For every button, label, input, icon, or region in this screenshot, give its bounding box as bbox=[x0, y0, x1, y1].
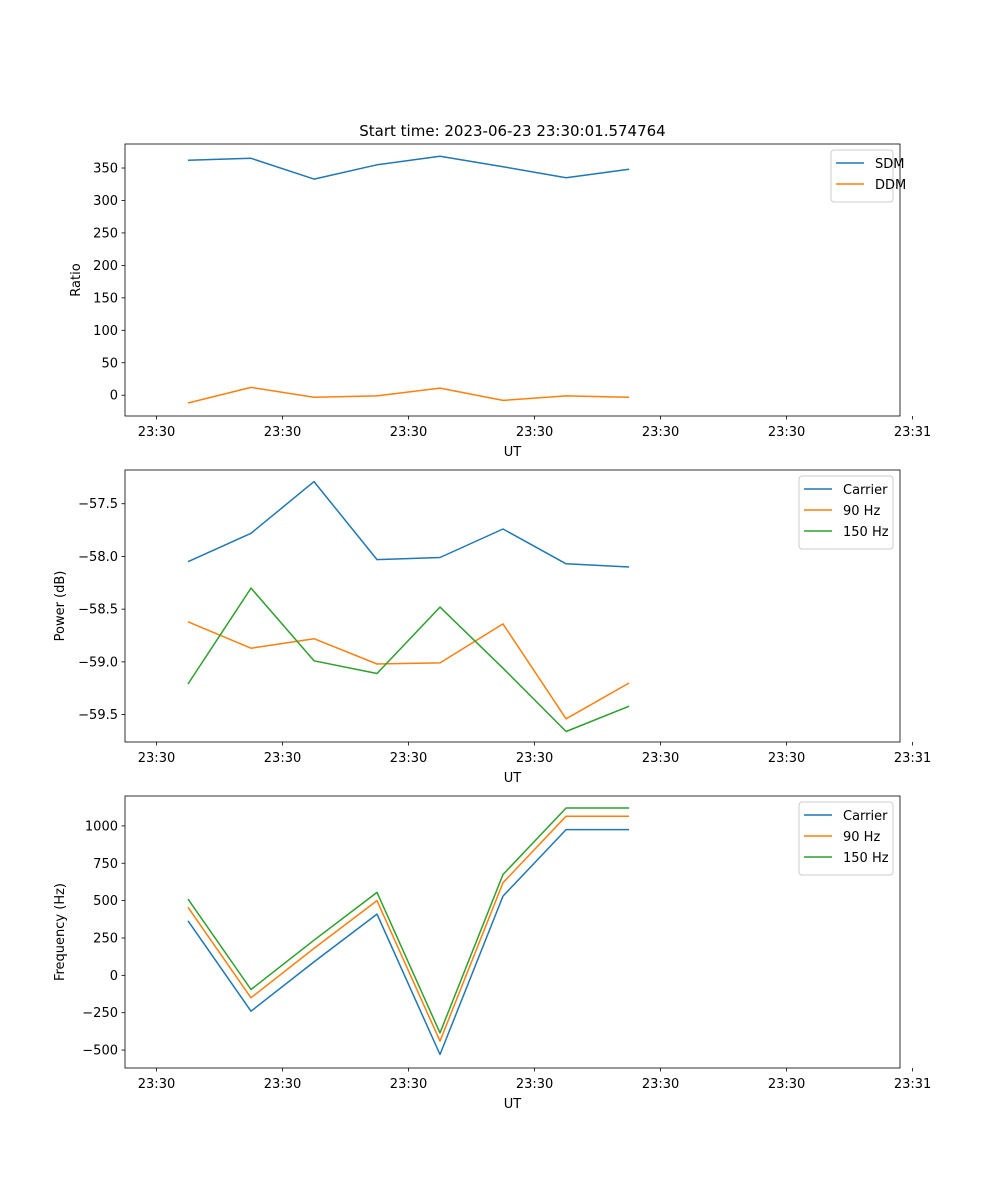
x-tick-label: 23:30 bbox=[264, 1077, 301, 1092]
axes-frame bbox=[124, 469, 901, 743]
chart-panel-3: 23:30 23:30 23:30 23:30 23:30 23:30 23:31 −500 −… bbox=[53, 795, 931, 1112]
y-axis-label: Frequency (Hz) bbox=[53, 883, 68, 981]
series-line-90-hz bbox=[187, 621, 630, 720]
y-tick-label: −500 bbox=[82, 1044, 118, 1059]
x-tick-label: 23:31 bbox=[894, 1077, 931, 1092]
legend-label: Carrier bbox=[843, 809, 888, 824]
y-tick-label: 150 bbox=[93, 291, 118, 306]
x-axis-label: UT bbox=[504, 1097, 522, 1112]
x-tick-label: 23:30 bbox=[768, 425, 805, 440]
axes-frame bbox=[124, 795, 901, 1069]
y-tick-label: 250 bbox=[93, 226, 118, 241]
x-axis-label: UT bbox=[504, 771, 522, 786]
x-tick-label: 23:30 bbox=[264, 751, 301, 766]
y-tick-label: 300 bbox=[93, 194, 118, 209]
x-tick-label: 23:30 bbox=[768, 1077, 805, 1092]
x-tick-label: 23:30 bbox=[138, 1077, 175, 1092]
y-tick-label: 1000 bbox=[85, 819, 118, 834]
y-tick-label: −250 bbox=[82, 1006, 118, 1021]
y-tick-label: −59.0 bbox=[78, 655, 118, 670]
x-axis-label: UT bbox=[504, 445, 522, 460]
chart-panel-1: 23:30 23:30 23:30 23:30 23:30 23:30 23:31 0 50 10… bbox=[69, 143, 931, 460]
series-line-ddm bbox=[187, 386, 630, 404]
x-tick-label: 23:30 bbox=[390, 1077, 427, 1092]
x-tick-label: 23:30 bbox=[516, 751, 553, 766]
y-tick-label: −58.5 bbox=[78, 603, 118, 618]
y-axis-label: Ratio bbox=[69, 263, 84, 296]
legend: Carrier 90 Hz 150 Hz bbox=[798, 475, 894, 550]
x-tick-label: 23:30 bbox=[264, 425, 301, 440]
legend-label: 150 Hz bbox=[843, 851, 889, 866]
x-tick-label: 23:30 bbox=[642, 425, 679, 440]
x-tick-label: 23:30 bbox=[642, 751, 679, 766]
y-axis-label: Power (dB) bbox=[53, 571, 68, 642]
x-tick-label: 23:30 bbox=[768, 751, 805, 766]
y-tick-label: −58.0 bbox=[78, 550, 118, 565]
x-tick-label: 23:30 bbox=[138, 425, 175, 440]
y-tick-label: 750 bbox=[93, 857, 118, 872]
series-line-90-hz bbox=[187, 815, 630, 1042]
legend: SDM DDM bbox=[830, 149, 906, 203]
x-tick-label: 23:30 bbox=[390, 425, 427, 440]
y-tick-label: 50 bbox=[101, 356, 118, 371]
series-line-carrier bbox=[187, 480, 630, 568]
legend-label: SDM bbox=[875, 157, 904, 172]
legend-label: 90 Hz bbox=[843, 830, 880, 845]
x-tick-label: 23:30 bbox=[642, 1077, 679, 1092]
series-line-150-hz bbox=[187, 807, 630, 1034]
x-tick-label: 23:30 bbox=[516, 1077, 553, 1092]
legend-label: 90 Hz bbox=[843, 504, 880, 519]
axes-layer: 23:30 23:30 23:30 23:30 23:30 23:30 23:31 0 50 10… bbox=[53, 143, 931, 1112]
y-tick-label: 100 bbox=[93, 324, 118, 339]
x-tick-label: 23:31 bbox=[894, 751, 931, 766]
legend-label: DDM bbox=[875, 178, 906, 193]
y-tick-label: −59.5 bbox=[78, 708, 118, 723]
x-tick-label: 23:30 bbox=[516, 425, 553, 440]
x-tick-label: 23:30 bbox=[138, 751, 175, 766]
legend-label: 150 Hz bbox=[843, 525, 889, 540]
y-tick-label: 0 bbox=[110, 389, 118, 404]
x-tick-label: 23:31 bbox=[894, 425, 931, 440]
y-tick-label: −57.5 bbox=[78, 497, 118, 512]
y-tick-label: 250 bbox=[93, 931, 118, 946]
series-line-carrier bbox=[187, 828, 630, 1056]
y-tick-label: 0 bbox=[110, 969, 118, 984]
legend: Carrier 90 Hz 150 Hz bbox=[798, 801, 894, 876]
y-tick-label: 200 bbox=[93, 259, 118, 274]
axes-frame bbox=[124, 143, 901, 417]
y-tick-label: 350 bbox=[93, 162, 118, 177]
x-tick-label: 23:30 bbox=[390, 751, 427, 766]
y-tick-label: 500 bbox=[93, 894, 118, 909]
series-line-150-hz bbox=[187, 587, 630, 733]
figure-title: Start time: 2023-06-23 23:30:01.574764 bbox=[359, 122, 665, 140]
legend-label: Carrier bbox=[843, 483, 888, 498]
chart-panel-2: 23:30 23:30 23:30 23:30 23:30 23:30 23:31 −59.5… bbox=[53, 469, 931, 786]
series-line-sdm bbox=[187, 155, 630, 180]
